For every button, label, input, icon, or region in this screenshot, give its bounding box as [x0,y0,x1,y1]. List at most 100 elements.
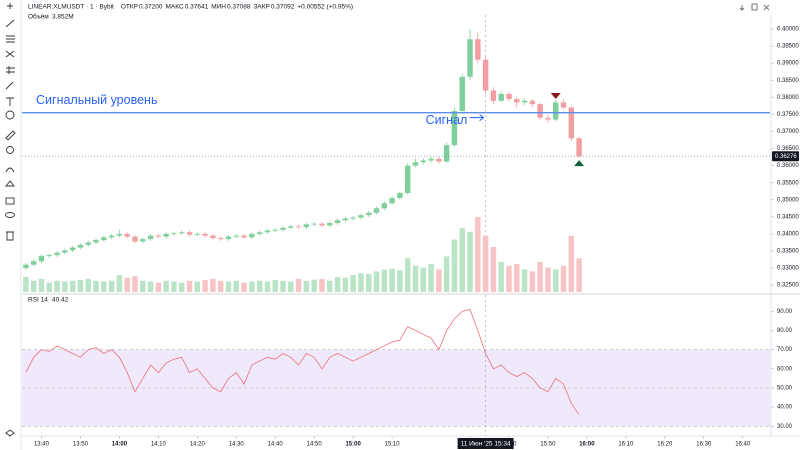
volume-bar [412,265,419,292]
toolbar [5,0,22,450]
x-tick-label: 16:30 [696,442,712,448]
projection-tool[interactable] [6,66,15,74]
volume-bar [280,280,286,292]
volume-bar [342,277,349,292]
ohlc-value: 0.37092 [271,4,295,11]
candle-body [553,102,559,120]
volume-bar [147,281,154,292]
lock-tool[interactable] [5,197,15,205]
volume-bar [54,280,60,292]
candle-body [272,229,278,231]
candle-body [373,208,380,213]
volume-bar [420,267,426,292]
candle-body [568,107,575,139]
x-tick-label: 14:50 [307,442,323,448]
volume-bar [233,280,239,292]
signal-arrow [469,114,485,122]
ohlc-label: МАКС [166,4,184,11]
volume-bar [545,267,551,292]
volume-bar [241,282,247,292]
text-tool[interactable] [6,97,14,106]
volume-bar [576,258,582,292]
layers-tool[interactable] [5,429,15,437]
candle-body [303,224,310,228]
magnet-tool[interactable] [5,167,15,173]
candle-body [288,226,294,228]
emoji-tool[interactable] [5,110,15,120]
y-tick-label: 0.32500 [777,283,799,289]
candle-body [85,242,91,245]
candle-body [249,233,255,238]
candle-body [327,223,333,226]
candle-body [475,39,481,60]
volume-bar [404,258,411,292]
pattern-tool[interactable] [5,50,15,58]
volume-bar [217,280,224,292]
ruler-tool[interactable] [5,130,16,141]
candle-body [116,233,123,236]
volume-bar [311,279,317,292]
rsi-tick-label: 50.00 [777,386,793,392]
volume-value: 3.852M [52,14,74,21]
volume-bar [132,276,138,292]
candle-body [163,233,169,237]
candle-body [93,240,99,243]
candle-body [514,99,520,103]
volume-bar [194,281,201,292]
candle-body [545,117,551,120]
y-tick-label: 0.34000 [777,232,799,238]
candle-body [350,217,356,219]
x-tick-label: 16:20 [657,442,673,448]
ohlc-label: МИН [211,4,226,11]
volume-bar [397,270,403,292]
fib-tool[interactable] [6,35,15,43]
trendline-tool[interactable] [5,19,15,28]
x-tick-label: 15:10 [385,442,401,448]
volume-bar [490,247,497,292]
candle-body [256,232,263,234]
collapse-button[interactable] [739,5,745,11]
candle-body [389,198,395,204]
rsi-tick-label: 30.00 [777,424,793,430]
candle-body [490,90,497,101]
volume-bar [46,282,52,292]
volume-bar [38,278,45,292]
hide-tool[interactable] [5,212,15,218]
candle-body [101,237,107,241]
maximize-button[interactable] [751,3,758,11]
volume-bar [350,275,356,292]
candle-body [420,160,426,163]
candle-body [358,215,364,218]
candle-body [124,233,130,237]
x-tick-label: 16:00 [579,442,595,448]
volume-bar [256,280,263,292]
crosshair-tool[interactable] [7,3,13,9]
volume-bar [124,277,130,292]
x-tick-label: 15:50 [540,442,556,448]
rsi-line [25,308,580,416]
zoom-tool[interactable] [6,146,14,154]
candle-body [171,233,177,235]
crosshair-label-bg [457,438,514,449]
volume-bar [69,280,76,292]
candle-body [155,235,162,237]
y-tick-label: 0.37500 [777,112,799,118]
x-tick-label: 14:20 [190,442,206,448]
ohlc-label: ЗАКР [253,4,269,11]
delete-tool[interactable] [6,231,14,241]
candle-body [108,235,115,238]
volume-bar [77,280,84,292]
candle-body [436,158,442,162]
volume-bar [186,280,193,292]
volume-bar [373,271,380,292]
volume-bar [163,280,169,292]
lock-draw-tool[interactable] [5,180,15,187]
brush-tool[interactable] [5,81,14,90]
volume-bar [436,269,442,292]
candle-body [404,165,411,193]
candle-body [506,93,512,100]
rsi-value: 40.42 [52,297,69,304]
candle-body [319,223,325,226]
close-button[interactable] [763,4,770,11]
